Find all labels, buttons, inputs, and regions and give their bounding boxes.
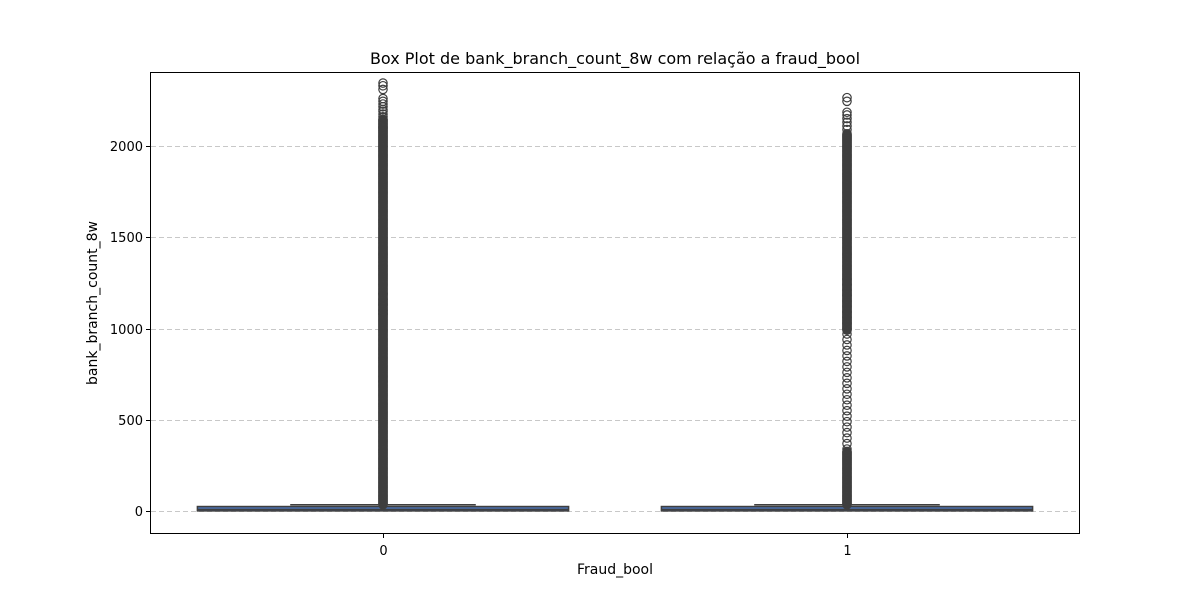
outlier-point xyxy=(842,296,852,306)
outlier-point xyxy=(378,112,388,122)
x-axis-label: Fraud_bool xyxy=(577,562,653,578)
outlier-point xyxy=(842,356,852,367)
outlier-point xyxy=(842,318,852,328)
outlier-point xyxy=(842,334,852,345)
outlier-point xyxy=(842,113,852,124)
y-tick-label: 1000 xyxy=(110,323,143,338)
outlier-point xyxy=(842,394,852,405)
outlier-point xyxy=(842,400,852,411)
outlier-point xyxy=(842,285,852,296)
y-axis-ticks: 0 500 1000 1500 2000 xyxy=(110,140,151,520)
outliers-1 xyxy=(842,92,852,510)
outlier-point xyxy=(378,78,388,88)
box-1 xyxy=(660,92,1034,512)
outlier-point xyxy=(842,389,852,400)
outlier-point xyxy=(378,93,388,104)
outlier-point xyxy=(378,309,388,319)
outlier-point xyxy=(842,96,852,107)
outlier-point xyxy=(378,109,388,119)
outlier-point xyxy=(842,405,852,416)
outlier-point xyxy=(842,373,852,383)
outlier-point xyxy=(842,433,852,443)
outlier-point xyxy=(842,323,852,334)
box-0 xyxy=(196,78,570,512)
outlier-point xyxy=(842,416,852,427)
y-tick-label: 500 xyxy=(118,414,143,429)
outlier-point xyxy=(378,305,388,316)
outlier-point xyxy=(842,110,852,120)
outliers-0 xyxy=(378,78,388,510)
outlier-point xyxy=(842,362,852,372)
outlier-point xyxy=(842,329,852,339)
outlier-point xyxy=(842,351,852,361)
chart-title: Box Plot de bank_branch_count_8w com rel… xyxy=(370,49,860,69)
outlier-point xyxy=(842,124,852,135)
grid-lines xyxy=(151,146,1079,512)
outlier-point xyxy=(378,289,388,299)
outlier-point xyxy=(842,117,852,128)
outlier-point xyxy=(378,99,388,109)
outlier-point xyxy=(842,438,852,449)
outlier-point xyxy=(842,378,852,389)
outlier-point xyxy=(842,427,852,438)
outlier-point xyxy=(378,96,388,107)
outlier-point xyxy=(378,84,388,95)
outlier-point xyxy=(842,290,852,301)
y-tick-label: 1500 xyxy=(110,231,143,246)
x-tick-label: 0 xyxy=(379,544,387,559)
outlier-point xyxy=(842,312,852,323)
outlier-point xyxy=(842,411,852,421)
box-series xyxy=(196,78,1034,512)
outlier-point xyxy=(842,307,852,317)
y-axis-label: bank_branch_count_8w xyxy=(85,221,101,385)
outlier-point xyxy=(378,294,388,305)
outlier-point xyxy=(842,92,852,103)
outlier-point xyxy=(842,444,852,454)
x-tick-label: 1 xyxy=(843,544,851,559)
outlier-point xyxy=(842,274,852,285)
outlier-point xyxy=(842,422,852,432)
y-tick-label: 0 xyxy=(135,505,143,520)
outlier-point xyxy=(842,367,852,378)
outlier-point xyxy=(842,383,852,394)
outlier-point xyxy=(842,301,852,312)
plot-area-frame xyxy=(150,72,1080,534)
outlier-point xyxy=(842,340,852,350)
outlier-point xyxy=(842,345,852,356)
outlier-point xyxy=(842,279,852,290)
outlier-point xyxy=(842,121,852,131)
y-tick-label: 2000 xyxy=(110,140,143,155)
outlier-point xyxy=(378,80,388,91)
outlier-point xyxy=(378,300,388,310)
outlier-point xyxy=(842,107,852,118)
